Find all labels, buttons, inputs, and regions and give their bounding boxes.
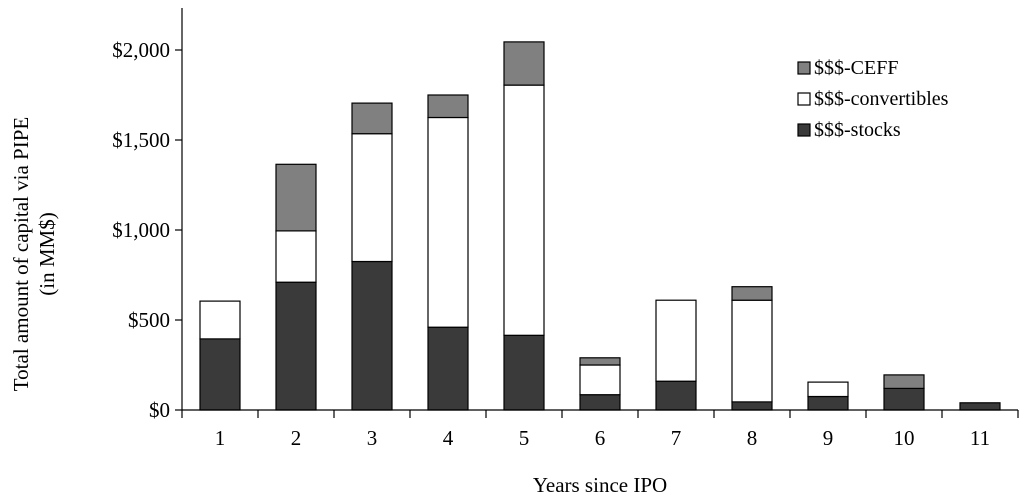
legend-swatch: [797, 123, 811, 137]
bar-segment-stocks: [731, 401, 773, 411]
x-tick-label: 10: [894, 426, 915, 450]
x-tick-label: 8: [747, 426, 758, 450]
bar-segment-stocks: [655, 380, 697, 411]
bar-segment-convertibles: [503, 84, 545, 336]
y-axis-label-line1: Total amount of capital via PIPE: [9, 117, 33, 391]
bar-segment-convertibles: [351, 133, 393, 263]
bar-segment-convertibles: [807, 381, 849, 398]
bar-segment-convertibles: [731, 299, 773, 403]
x-tick-label: 11: [970, 426, 990, 450]
bar-segment-stocks: [427, 326, 469, 411]
y-tick-label: $0: [149, 398, 170, 422]
x-tick-label: 2: [291, 426, 302, 450]
bar-segment-stocks: [275, 281, 317, 411]
axes-layer: [181, 8, 1018, 411]
bar-segment-convertibles: [579, 364, 621, 396]
x-tick-label: 6: [595, 426, 606, 450]
bar-segment-convertibles: [655, 299, 697, 382]
y-tick-label: $500: [128, 308, 170, 332]
legend-label: $$$-convertibles: [814, 88, 949, 110]
legend-label: $$$-CEFF: [814, 57, 898, 79]
bar-segment-stocks: [579, 394, 621, 411]
legend: $$$-CEFF $$$-convertibles $$$-stocks: [797, 57, 949, 141]
bar-segment-stocks: [351, 260, 393, 411]
bar-segment-ceff: [883, 374, 925, 389]
x-ticks: 1 2 3 4 5 6 7 8 9 10 11: [181, 410, 1019, 450]
y-tick-label: $1,000: [112, 218, 170, 242]
bars-layer: [199, 41, 1001, 411]
bar-segment-ceff: [427, 94, 469, 119]
bar-segment-convertibles: [199, 300, 241, 340]
y-ticks: $0 $500 $1,000 $1,500 $2,000: [112, 38, 182, 422]
bar-segment-ceff: [351, 102, 393, 135]
x-tick-label: 7: [671, 426, 682, 450]
bar-segment-stocks: [199, 338, 241, 411]
y-axis-label-line2: (in MM$): [35, 212, 59, 295]
bar-segment-convertibles: [275, 230, 317, 283]
x-tick-label: 9: [823, 426, 834, 450]
legend-swatch: [797, 61, 811, 75]
x-tick-label: 4: [443, 426, 454, 450]
bar-segment-ceff: [579, 357, 621, 366]
bar-segment-convertibles: [427, 116, 469, 328]
x-axis-label: Years since IPO: [533, 473, 667, 497]
bar-segment-ceff: [503, 41, 545, 86]
legend-label: $$$-stocks: [814, 119, 901, 141]
bar-segment-ceff: [731, 286, 773, 301]
bar-segment-stocks: [503, 334, 545, 411]
x-tick-label: 3: [367, 426, 378, 450]
bar-segment-stocks: [883, 387, 925, 411]
y-tick-label: $1,500: [112, 128, 170, 152]
bar-segment-ceff: [275, 163, 317, 232]
x-tick-label: 1: [215, 426, 226, 450]
y-tick-label: $2,000: [112, 38, 170, 62]
bar-segment-stocks: [959, 402, 1001, 411]
bar-segment-stocks: [807, 395, 849, 411]
legend-swatch: [797, 92, 811, 106]
x-tick-label: 5: [519, 426, 530, 450]
